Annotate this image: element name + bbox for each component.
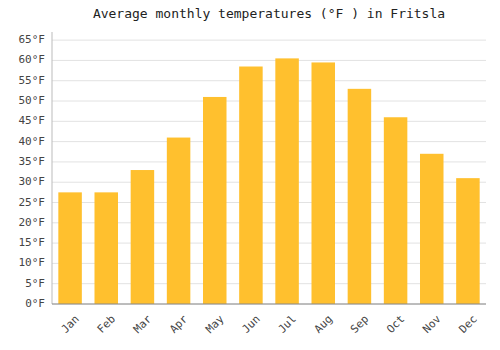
chart: Average monthly temperatures (°F ) in Fr… xyxy=(0,0,500,350)
grid-line xyxy=(52,60,486,61)
bar xyxy=(58,192,82,304)
x-axis-line xyxy=(52,304,486,305)
grid xyxy=(52,40,486,304)
grid-line xyxy=(52,101,486,102)
x-tick-label: Mar xyxy=(131,312,155,336)
bar xyxy=(239,67,263,304)
grid-line xyxy=(52,141,486,142)
x-tick-label: Feb xyxy=(95,313,118,336)
x-axis: Jan Feb Mar Apr May Jun Jul Aug Sep Oct Nov Dec xyxy=(52,304,486,336)
bar xyxy=(456,178,480,304)
bar xyxy=(94,192,118,304)
y-tick-label: 60°F xyxy=(19,53,46,66)
y-axis-line xyxy=(52,32,53,304)
bar xyxy=(420,154,444,304)
bar xyxy=(131,170,155,304)
bars xyxy=(58,58,479,304)
bar xyxy=(311,62,335,304)
bar xyxy=(384,117,408,304)
y-tick-label: 30°F xyxy=(19,175,46,188)
x-tick-label: May xyxy=(203,312,227,336)
x-tick-label: Aug xyxy=(312,313,335,336)
y-tick-label: 55°F xyxy=(19,74,46,87)
bar xyxy=(167,138,191,304)
x-tick-label: Sep xyxy=(348,313,371,336)
grid-line xyxy=(52,40,486,41)
x-tick-label: Jan xyxy=(59,313,82,336)
title: Average monthly temperatures (°F ) in Fr… xyxy=(93,6,445,21)
x-tick-label: Nov xyxy=(420,312,444,336)
bar xyxy=(203,97,227,304)
grid-line xyxy=(52,121,486,122)
x-tick-label: Jul xyxy=(276,313,299,336)
bar xyxy=(275,58,299,304)
grid-line xyxy=(52,304,486,305)
y-tick-label: 0°F xyxy=(25,297,45,310)
y-tick-label: 15°F xyxy=(19,236,46,249)
y-tick-label: 5°F xyxy=(25,277,45,290)
y-tick-label: 50°F xyxy=(19,94,46,107)
y-axis: 0°F 5°F 10°F 15°F 20°F 25°F 30°F 35°F 40°F 45°F 50… xyxy=(19,32,53,310)
grid-line xyxy=(52,80,486,81)
y-tick-label: 35°F xyxy=(19,155,46,168)
y-tick-label: 10°F xyxy=(19,256,46,269)
x-tick-label: Oct xyxy=(384,313,407,336)
x-tick-label: Apr xyxy=(167,312,191,336)
y-tick-label: 40°F xyxy=(19,135,46,148)
x-tick-label: Dec xyxy=(456,313,479,336)
bar xyxy=(348,89,372,304)
y-tick-label: 25°F xyxy=(19,196,46,209)
y-tick-label: 65°F xyxy=(19,33,46,46)
x-tick-label: Jun xyxy=(239,313,262,336)
y-tick-label: 45°F xyxy=(19,114,46,127)
y-tick-label: 20°F xyxy=(19,216,46,229)
